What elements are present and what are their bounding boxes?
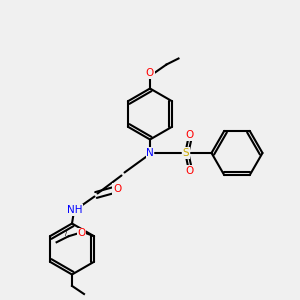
Text: O: O xyxy=(146,68,154,79)
Text: NH: NH xyxy=(67,205,83,215)
Text: /: / xyxy=(65,230,68,236)
Text: N: N xyxy=(146,148,154,158)
Text: S: S xyxy=(183,148,189,158)
Text: O: O xyxy=(77,228,85,238)
Text: O: O xyxy=(185,130,193,140)
Text: O: O xyxy=(185,166,193,176)
Text: O: O xyxy=(113,184,121,194)
